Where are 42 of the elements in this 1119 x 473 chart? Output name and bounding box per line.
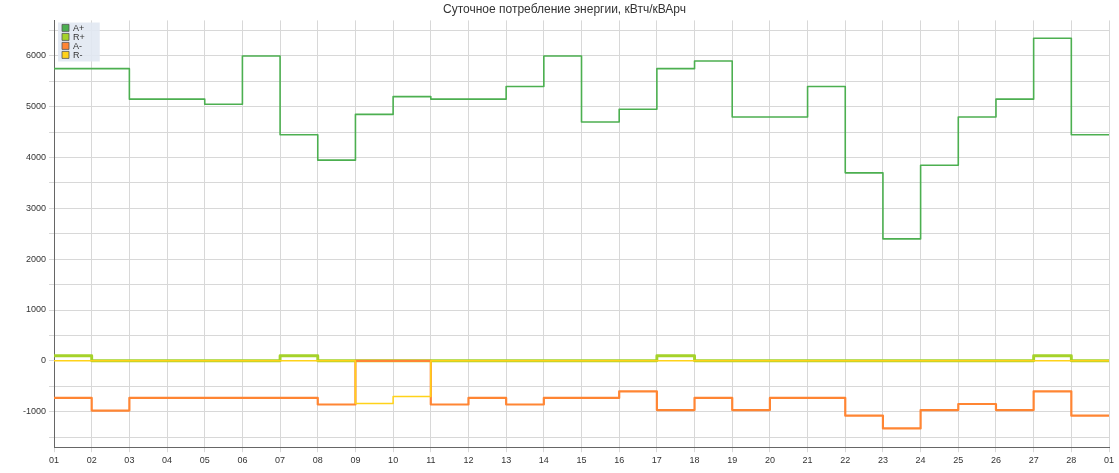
legend-label: R+ (73, 31, 85, 42)
x-tick-label: 13 (501, 455, 512, 466)
x-tick-label: 28 (1066, 455, 1077, 466)
x-tick-label: 19 (727, 455, 738, 466)
x-tick-label: 26 (990, 455, 1001, 466)
legend-label: R- (73, 49, 83, 60)
x-tick-label: 18 (689, 455, 700, 466)
x-tick-label: 04 (162, 455, 173, 466)
x-tick-label: 27 (1028, 455, 1039, 466)
x-tick-label: 15 (576, 455, 587, 466)
x-tick-label: 03 (124, 455, 135, 466)
y-tick-label: -1000 (22, 406, 47, 417)
legend-label: A+ (73, 22, 85, 33)
x-tick-label: 20 (764, 455, 775, 466)
x-tick-label: 23 (877, 455, 888, 466)
x-tick-label: 14 (538, 455, 549, 466)
y-tick-label: 6000 (25, 50, 47, 61)
x-tick-label: 22 (840, 455, 851, 466)
x-tick-label: 07 (275, 455, 286, 466)
x-tick-label: 08 (312, 455, 323, 466)
x-tick-label: 02 (86, 455, 97, 466)
x-tick-label: 05 (199, 455, 210, 466)
y-tick-label: 3000 (25, 202, 47, 213)
y-tick-label: 2000 (25, 253, 47, 264)
y-tick-label: 1000 (25, 304, 47, 315)
y-tick-label: 5000 (25, 101, 47, 112)
x-tick-label: 06 (237, 455, 248, 466)
x-tick-label: 12 (463, 455, 474, 466)
x-tick-label: 01 (1103, 455, 1115, 466)
x-tick-label: 21 (802, 455, 813, 466)
x-tick-label: 25 (953, 455, 964, 466)
x-tick-label: 09 (350, 455, 361, 466)
x-tick-label: 24 (915, 455, 926, 466)
y-tick-label: 0 (41, 355, 47, 366)
x-tick-label: 10 (388, 455, 399, 466)
legend-label: A- (73, 40, 83, 51)
x-tick-label: 17 (651, 455, 662, 466)
chart-title: Суточное потребление энергии, кВтч/кВАрч (443, 1, 686, 16)
x-tick-label: 16 (614, 455, 625, 466)
x-tick-label: 01 (49, 455, 60, 466)
x-tick-label: 11 (426, 455, 436, 466)
y-tick-label: 4000 (25, 152, 47, 163)
